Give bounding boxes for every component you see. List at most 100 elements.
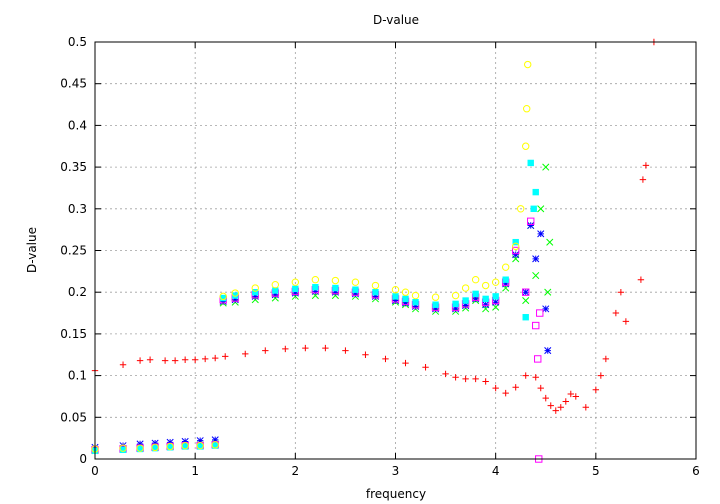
plus-point: [136, 357, 144, 364]
plus-point: [462, 375, 469, 383]
filled-square-point: [527, 159, 534, 167]
star-point: [219, 297, 227, 305]
filled-square-point: [462, 297, 469, 304]
circle-point: [166, 442, 174, 451]
star-point: [512, 251, 520, 259]
star-point: [211, 436, 219, 444]
star-point: [527, 221, 535, 230]
plus-point: [557, 404, 564, 411]
plus-point: [637, 276, 645, 283]
star-point: [542, 305, 550, 313]
plus-point: [562, 398, 569, 405]
star-point: [537, 230, 545, 238]
filled-square-point: [119, 446, 127, 454]
plus-point: [212, 354, 219, 362]
star-point: [231, 296, 239, 304]
plus-point: [322, 344, 329, 352]
star-point: [482, 301, 490, 309]
square-point: [522, 288, 530, 296]
filled-square-point: [332, 284, 339, 292]
x-tick-label: 1: [191, 464, 199, 478]
cross-point: [544, 288, 552, 296]
filled-square-point: [181, 443, 189, 450]
data-points: [91, 38, 658, 463]
star-point: [251, 292, 259, 300]
star-point: [331, 288, 339, 296]
y-tick-label: 0.15: [60, 327, 87, 341]
star-point: [391, 296, 400, 305]
circle-point: [219, 292, 227, 301]
star-point: [502, 280, 510, 288]
circle-point: [371, 281, 380, 290]
circle-point: [512, 242, 520, 251]
filled-square-point: [166, 444, 174, 451]
plus-point: [242, 350, 249, 358]
plus-point: [452, 374, 459, 381]
plus-point: [442, 370, 449, 378]
plus-point: [191, 356, 199, 363]
circle-point: [481, 281, 490, 290]
series-3: [91, 221, 552, 451]
circle-point: [491, 278, 500, 286]
plus-point: [161, 357, 169, 364]
square-point: [512, 246, 520, 255]
plus-point: [532, 374, 539, 381]
plus-point: [362, 351, 369, 358]
plus-point: [181, 356, 189, 363]
star-point: [532, 255, 540, 263]
plus-point: [512, 384, 519, 391]
star-point: [181, 437, 189, 446]
series-4: [91, 217, 544, 463]
plus-point: [617, 289, 625, 296]
y-tick-label: 0.35: [60, 160, 87, 174]
circle-point: [524, 60, 532, 69]
circle-point: [351, 278, 360, 286]
filled-square-point: [512, 238, 519, 246]
plus-point: [622, 318, 630, 325]
x-tick-label: 2: [292, 464, 300, 478]
x-tick-label: 4: [492, 464, 500, 478]
square-point: [532, 321, 540, 330]
circle-point: [231, 289, 239, 297]
filled-square-point: [272, 287, 279, 294]
y-tick-label: 0: [79, 452, 87, 466]
filled-square-point: [392, 293, 399, 300]
star-point: [291, 289, 299, 297]
plus-point: [342, 347, 349, 354]
circle-point: [411, 291, 420, 300]
y-tick-label: 0.4: [68, 118, 87, 132]
chart-title: D-value: [373, 13, 419, 27]
star-point: [271, 291, 279, 299]
plus-point: [567, 390, 574, 398]
circle-point: [431, 293, 440, 301]
filled-square-point: [492, 293, 499, 300]
plus-point: [547, 402, 554, 409]
plus-point: [422, 364, 429, 371]
circle-point: [119, 444, 127, 452]
star-point: [432, 305, 440, 313]
circle-point: [461, 284, 470, 292]
filled-square-point: [402, 295, 409, 303]
circle-point: [211, 441, 219, 449]
plus-point: [597, 372, 605, 379]
series-6: [91, 60, 532, 453]
plus-point: [502, 389, 509, 397]
star-point: [522, 288, 530, 296]
filled-square-point: [472, 290, 479, 298]
x-tick-label: 0: [91, 464, 99, 478]
plus-point: [552, 407, 559, 414]
plus-point: [119, 361, 127, 368]
filled-square-point: [502, 276, 509, 283]
series-1: [91, 38, 658, 414]
plus-point: [262, 347, 269, 354]
x-tick-label: 6: [692, 464, 700, 478]
star-point: [196, 437, 204, 445]
star-point: [472, 295, 480, 303]
plus-point: [592, 386, 600, 393]
filled-square-point: [252, 289, 259, 296]
star-point: [411, 302, 420, 310]
filled-square-point: [136, 445, 144, 453]
plus-point: [582, 404, 590, 411]
y-tick-label: 0.05: [60, 410, 87, 424]
